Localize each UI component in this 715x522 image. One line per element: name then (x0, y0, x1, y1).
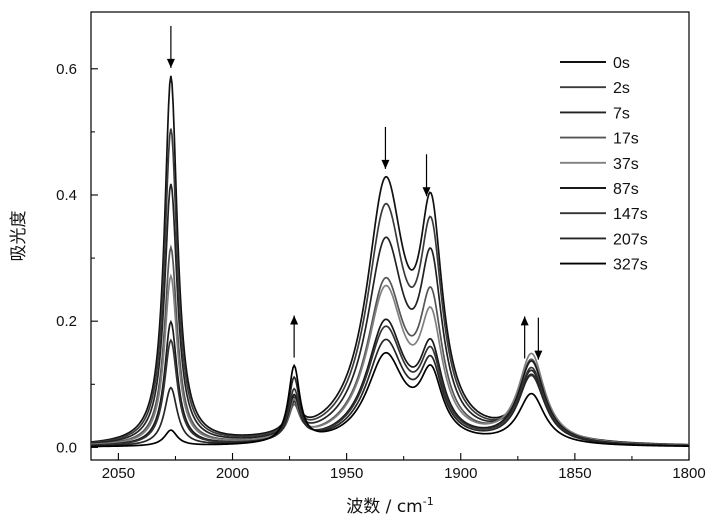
y-tick-label: 0.6 (56, 61, 77, 78)
x-axis-label: 波数 (346, 497, 380, 517)
legend-item: 37s (560, 156, 639, 173)
arrow-down (167, 26, 175, 68)
x-tick-label: 1900 (444, 465, 477, 482)
annotation-arrows (167, 26, 542, 360)
x-tick-label: 1950 (330, 465, 363, 482)
legend-label: 0s (613, 55, 630, 72)
x-axis-unit: cm (397, 497, 423, 517)
legend-label: 7s (613, 105, 630, 122)
series-lines (91, 76, 689, 447)
legend-item: 147s (560, 206, 648, 223)
legend-label: 327s (613, 257, 648, 274)
legend-item: 0s (560, 55, 630, 72)
legend-label: 37s (613, 156, 639, 173)
y-axis-title: 吸光度 (9, 211, 29, 262)
x-tick-label: 2000 (216, 465, 249, 482)
x-tick-label: 1850 (558, 465, 591, 482)
arrow-up (290, 316, 298, 358)
legend-item: 7s (560, 105, 630, 122)
x-axis-title: 波数 / cm-1 (346, 495, 433, 517)
arrow-up (521, 316, 529, 358)
legend-label: 17s (613, 131, 639, 148)
x-axis-unit-exponent: -1 (423, 495, 434, 508)
legend: 0s 2s 7s 17s 37s 87s 147s 207s 327s (560, 55, 648, 274)
legend-item: 327s (560, 257, 648, 274)
x-tick-label: 1800 (672, 465, 705, 482)
legend-label: 2s (613, 80, 630, 97)
legend-item: 2s (560, 80, 630, 97)
y-tick-label: 0.2 (56, 313, 77, 330)
arrow-down (534, 318, 542, 360)
legend-label: 147s (613, 206, 648, 223)
y-tick-label: 0.4 (56, 187, 77, 204)
x-tick-label: 2050 (102, 465, 135, 482)
legend-item: 87s (560, 181, 639, 198)
series-line-0s (91, 76, 689, 445)
x-axis-separator: / (380, 497, 397, 517)
legend-label: 207s (613, 231, 648, 248)
legend-item: 17s (560, 131, 639, 148)
absorbance-chart: 2050 2000 1950 1900 1850 1800 0.0 0.2 0.4 0.6 0s 2… (0, 0, 715, 522)
arrow-down (423, 154, 431, 196)
legend-item: 207s (560, 231, 648, 248)
y-tick-label: 0.0 (56, 439, 77, 456)
arrow-down (381, 127, 389, 169)
legend-label: 87s (613, 181, 639, 198)
